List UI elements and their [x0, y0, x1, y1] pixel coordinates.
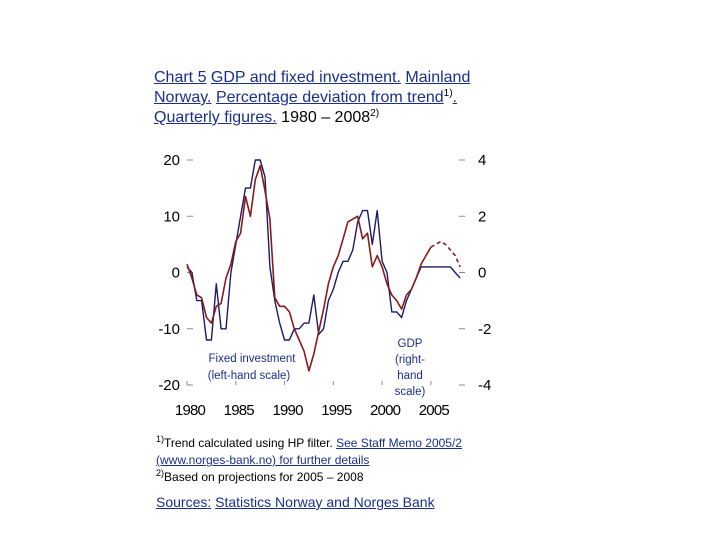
right-tick-label: 2 — [478, 208, 486, 225]
x-tick-label: 2005 — [419, 402, 450, 419]
gdp-projection-line — [430, 240, 461, 268]
x-tick-label: 1990 — [272, 402, 303, 419]
left-tick-label: -10 — [158, 321, 180, 338]
sources: Sources: Statistics Norway and Norges Ba… — [156, 494, 435, 510]
footnote-2-text: Based on projections for 2005 – 2008 — [164, 470, 364, 484]
right-tick-label: -2 — [478, 321, 491, 338]
footnote-1-link[interactable]: See Staff Memo 2005/2 (www.norges-bank.n… — [156, 436, 462, 467]
footnote-2: 2)Based on projections for 2005 – 2008 — [156, 469, 486, 486]
title-footnote-1: 1) — [443, 88, 453, 99]
title-period: 1980 – 2008 — [281, 109, 371, 126]
chart-number: Chart 5 — [154, 69, 207, 86]
left-tick-label: -20 — [158, 377, 180, 394]
footnote-1-mark: 1) — [156, 434, 165, 444]
investment-annotation-line-2: (left-hand scale) — [208, 370, 291, 382]
title-separator: . — [452, 89, 457, 106]
left-tick-label: 10 — [163, 208, 180, 225]
title-part-3: Percentage deviation from trend — [215, 89, 444, 106]
x-tick-label: 1985 — [224, 402, 255, 419]
footnote-2-mark: 2) — [156, 468, 165, 478]
left-tick-label: 20 — [163, 152, 180, 169]
footnote-1: 1)Trend calculated using HP filter. See … — [156, 435, 486, 469]
left-tick-label: 0 — [172, 265, 180, 282]
sources-label: Sources: — [156, 494, 212, 510]
footnote-1-text: Trend calculated using HP filter. — [164, 436, 333, 450]
gdp-annotation-line: hand — [397, 370, 423, 382]
right-tick-label: 0 — [478, 265, 486, 282]
gdp-line — [186, 164, 432, 372]
investment-annotation-line-1: Fixed investment — [209, 353, 297, 365]
gdp-annotation-line: GDP — [398, 338, 423, 350]
gdp-annotation-line: (right- — [395, 354, 425, 366]
x-tick-label: 1980 — [175, 402, 206, 419]
title-part-1: GDP and fixed investment. — [210, 69, 401, 86]
chart-title: Chart 5 GDP and fixed investment. Mainla… — [154, 68, 484, 128]
title-part-4: Quarterly figures. — [154, 109, 277, 126]
title-footnote-2: 2) — [370, 108, 380, 119]
right-tick-label: -4 — [478, 377, 491, 394]
footnotes: 1)Trend calculated using HP filter. See … — [156, 435, 486, 486]
gdp-annotation-line: scale) — [395, 386, 426, 398]
sources-text: Statistics Norway and Norges Bank — [215, 494, 435, 510]
x-tick-label: 2000 — [370, 402, 401, 419]
title-part-2: Mainland Norway. — [154, 69, 471, 106]
right-tick-label: 4 — [478, 152, 486, 169]
x-tick-label: 1995 — [321, 402, 352, 419]
